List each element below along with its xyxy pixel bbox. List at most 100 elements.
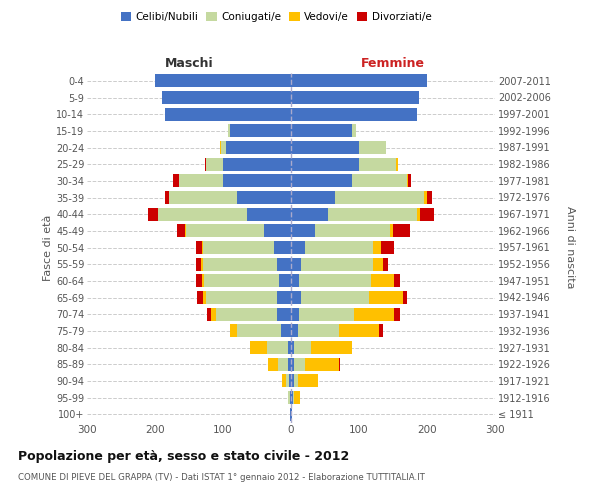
Bar <box>407 174 408 188</box>
Bar <box>291 174 352 188</box>
Bar <box>298 324 338 338</box>
Bar <box>277 291 291 304</box>
Bar <box>223 174 291 188</box>
Bar <box>236 324 281 338</box>
Bar <box>311 341 352 354</box>
Bar <box>288 358 291 370</box>
Bar <box>315 224 389 237</box>
Bar <box>305 358 338 370</box>
Bar <box>291 391 293 404</box>
Bar <box>205 158 206 170</box>
Bar <box>379 324 383 338</box>
Bar <box>226 141 291 154</box>
Bar <box>383 258 388 270</box>
Bar <box>373 241 381 254</box>
Bar <box>220 141 221 154</box>
Bar <box>165 191 169 204</box>
Bar <box>295 341 311 354</box>
Bar <box>185 224 264 237</box>
Bar <box>204 274 279 287</box>
Bar <box>281 324 291 338</box>
Bar <box>291 308 299 320</box>
Bar <box>397 158 398 170</box>
Bar <box>268 358 278 370</box>
Bar <box>202 241 203 254</box>
Bar <box>196 241 202 254</box>
Bar <box>295 391 300 404</box>
Bar <box>208 308 211 320</box>
Bar <box>264 224 291 237</box>
Bar <box>369 291 403 304</box>
Bar <box>169 191 236 204</box>
Bar <box>221 141 226 154</box>
Bar <box>250 341 267 354</box>
Bar <box>216 308 277 320</box>
Bar <box>381 241 394 254</box>
Bar <box>197 291 203 304</box>
Legend: Celibi/Nubili, Coniugati/e, Vedovi/e, Divorziati/e: Celibi/Nubili, Coniugati/e, Vedovi/e, Di… <box>116 8 436 26</box>
Bar <box>274 241 291 254</box>
Bar <box>291 91 419 104</box>
Bar <box>408 174 412 188</box>
Bar <box>196 258 201 270</box>
Bar <box>352 174 407 188</box>
Bar <box>279 274 291 287</box>
Bar <box>287 341 291 354</box>
Bar <box>206 158 223 170</box>
Bar <box>203 241 274 254</box>
Text: Maschi: Maschi <box>164 57 214 70</box>
Bar <box>299 308 353 320</box>
Bar <box>291 358 295 370</box>
Bar <box>247 208 291 220</box>
Bar <box>291 191 335 204</box>
Text: COMUNE DI PIEVE DEL GRAPPA (TV) - Dati ISTAT 1° gennaio 2012 - Elaborazione TUTT: COMUNE DI PIEVE DEL GRAPPA (TV) - Dati I… <box>18 472 425 482</box>
Bar <box>179 174 223 188</box>
Text: Femmine: Femmine <box>361 57 425 70</box>
Bar <box>338 358 340 370</box>
Bar <box>394 308 400 320</box>
Bar <box>298 374 318 388</box>
Bar <box>282 374 286 388</box>
Bar <box>162 91 291 104</box>
Bar <box>286 374 289 388</box>
Bar <box>290 408 291 420</box>
Bar <box>299 274 371 287</box>
Bar <box>291 141 359 154</box>
Bar <box>229 124 230 138</box>
Bar <box>203 291 206 304</box>
Bar <box>290 391 291 404</box>
Bar <box>173 174 179 188</box>
Bar <box>277 258 291 270</box>
Bar <box>371 274 394 287</box>
Bar <box>335 191 424 204</box>
Bar <box>196 274 202 287</box>
Bar <box>177 224 185 237</box>
Bar <box>236 191 291 204</box>
Bar <box>291 158 359 170</box>
Bar <box>291 374 295 388</box>
Bar <box>206 291 277 304</box>
Bar <box>424 191 427 204</box>
Bar <box>148 208 158 220</box>
Y-axis label: Fasce di età: Fasce di età <box>43 214 53 280</box>
Bar <box>230 324 236 338</box>
Bar <box>158 208 247 220</box>
Bar <box>155 74 291 88</box>
Bar <box>291 408 292 420</box>
Bar <box>291 291 301 304</box>
Bar <box>203 258 277 270</box>
Bar <box>403 291 407 304</box>
Bar <box>201 258 203 270</box>
Bar <box>165 108 291 120</box>
Bar <box>301 258 373 270</box>
Bar <box>291 258 301 270</box>
Bar <box>301 291 369 304</box>
Bar <box>278 358 288 370</box>
Bar <box>389 224 393 237</box>
Bar <box>277 308 291 320</box>
Bar <box>293 391 295 404</box>
Bar <box>291 224 315 237</box>
Bar <box>288 391 290 404</box>
Bar <box>393 224 410 237</box>
Bar <box>291 324 298 338</box>
